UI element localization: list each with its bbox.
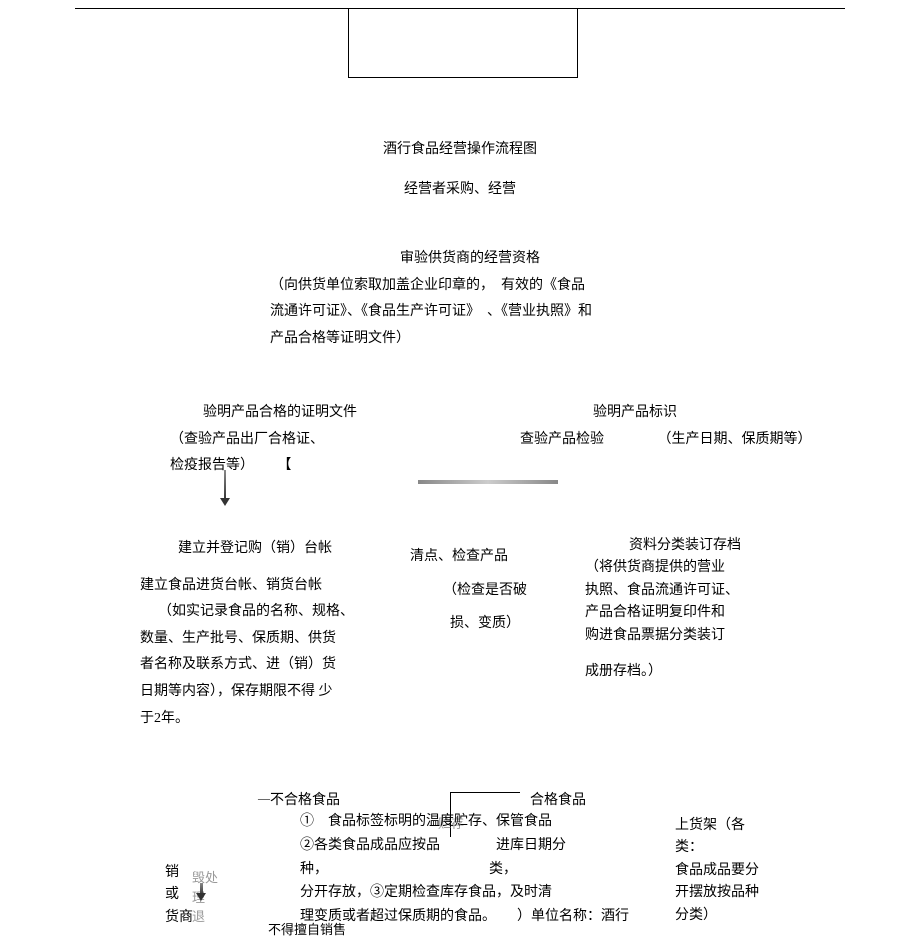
ledger-line1: 建立并登记购（销）台帐 [140, 536, 370, 563]
supplier-verify-block: 审验供货商的经营资格 （向供货单位索取加盖企业印章的， 有效的《食品 流通许可证… [270, 246, 670, 352]
shelf-line1: 上货架（各 [675, 815, 795, 837]
check-line1: 清点、检查产品 [410, 540, 560, 574]
verify-left-line3: 检疫报告等） 【 [170, 453, 390, 480]
overlap-text: 不得擅自销售 [268, 918, 346, 943]
archive-line1: 资料分类装订存档 [585, 535, 785, 557]
hline-middle [418, 480, 558, 484]
storage-line1a: ① 食品标签标明的温度贮存、保管食品 [300, 810, 670, 834]
ledger-line6: 日期等内容），保存期限不得 少 [140, 679, 370, 706]
check-line2: （检查是否破 [410, 574, 560, 608]
archive-block: 资料分类装订存档 （将供货商提供的营业 执照、食品流通许可证、 产品合格证明复印… [585, 535, 785, 683]
flowchart-title: 酒行食品经营操作流程图 [0, 138, 920, 158]
supplier-line3: 流通许可证》、《食品生产许可证》 、《营业执照》和 [270, 299, 670, 326]
verify-right-block: 验明产品标识 查验产品检验 （生产日期、保质期等） [520, 400, 870, 453]
destroy-g3: 退 [192, 907, 218, 927]
shelf-line3: 食品成品要分 [675, 860, 795, 882]
archive-line3: 执照、食品流通许可证、 [585, 580, 785, 602]
arrow-head-destroy [196, 893, 206, 901]
check-line3: 损、变质） [410, 607, 560, 641]
ledger-line3: （如实记录食品的名称、规格、 [158, 599, 370, 626]
ledger-line4: 数量、生产批号、保质期、供货 [140, 626, 370, 653]
storage-line5: 理变质或者超过保质期的食品。 ）单位名称：酒行 [300, 905, 670, 929]
top-empty-box [348, 8, 578, 78]
arrow-verify-left [224, 470, 226, 500]
storage-line3: 种， 类， [300, 858, 670, 882]
supplier-line1: 审验供货商的经营资格 [270, 246, 670, 273]
verify-left-line1: 验明产品合格的证明文件 [170, 400, 390, 427]
storage-line2: ②各类食品成品应按品 进库日期分 [300, 834, 670, 858]
supplier-line4: 产品合格等证明文件） [270, 326, 670, 353]
corner-h [450, 792, 520, 793]
archive-line2: （将供货商提供的营业 [585, 557, 785, 579]
ledger-block: 建立并登记购（销）台帐 建立食品进货台帐、销货台帐 （如实记录食品的名称、规格、… [140, 536, 370, 732]
ledger-line7: 于2年。 [140, 706, 370, 733]
bracket-mark: 【 [278, 458, 292, 473]
archive-line4: 产品合格证明复印件和 [585, 602, 785, 624]
destroy-g1: 毁处 [192, 868, 218, 888]
shelf-line2: 类： [675, 837, 795, 859]
verify-left-line2: （查验产品出厂合格证、 [170, 427, 390, 454]
ledger-line2: 建立食品进货台帐、销货台帐 [140, 573, 370, 600]
verify-right-row: 查验产品检验 （生产日期、保质期等） [520, 427, 870, 454]
verify-right-left: 查验产品检验 [520, 432, 604, 447]
archive-line5: 购进食品票据分类装订 [585, 625, 785, 647]
shelf-block: 上货架（各 类： 食品成品要分 开摆放按品种 分类） [675, 815, 795, 927]
shelf-line5: 分类） [675, 905, 795, 927]
storage-line4: 分开存放，③定期检查库存食品，及时清 [300, 881, 670, 905]
verify-left-block: 验明产品合格的证明文件 （查验产品出厂合格证、 检疫报告等） 【 [170, 400, 390, 480]
supplier-line2: （向供货单位索取加盖企业印章的， 有效的《食品 [270, 273, 670, 300]
flowchart-subtitle: 经营者采购、经营 [0, 178, 920, 198]
archive-line6: 成册存档。） [585, 661, 785, 683]
arrow-head-verify-left [220, 498, 230, 506]
verify-right-title: 验明产品标识 [520, 400, 750, 427]
shelf-line4: 开摆放按品种 [675, 882, 795, 904]
verify-right-right: （生产日期、保质期等） [658, 432, 812, 447]
check-block: 清点、检查产品 （检查是否破 损、变质） [410, 540, 560, 641]
ledger-line5: 者名称及联系方式、进（销）货 [140, 652, 370, 679]
storage-block: ① 食品标签标明的温度贮存、保管食品 ②各类食品成品应按品 进库日期分 种， 类… [300, 810, 670, 929]
